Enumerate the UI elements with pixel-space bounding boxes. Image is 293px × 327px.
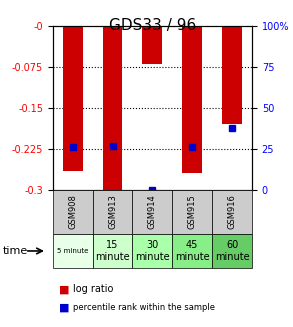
Text: GSM913: GSM913 bbox=[108, 194, 117, 229]
Text: 15
minute: 15 minute bbox=[95, 240, 130, 262]
Text: 30
minute: 30 minute bbox=[135, 240, 170, 262]
Bar bbox=[222, 26, 242, 124]
Text: GSM914: GSM914 bbox=[148, 194, 157, 229]
Text: percentile rank within the sample: percentile rank within the sample bbox=[73, 303, 215, 312]
Text: ■: ■ bbox=[59, 284, 69, 294]
Text: 60
minute: 60 minute bbox=[215, 240, 249, 262]
Bar bbox=[142, 26, 162, 64]
Text: ■: ■ bbox=[59, 302, 69, 312]
Text: GSM916: GSM916 bbox=[228, 194, 236, 229]
Text: GSM915: GSM915 bbox=[188, 194, 197, 229]
Text: log ratio: log ratio bbox=[73, 284, 114, 294]
Bar bbox=[182, 26, 202, 173]
Text: 5 minute: 5 minute bbox=[57, 248, 88, 254]
Text: 45
minute: 45 minute bbox=[175, 240, 209, 262]
Bar bbox=[103, 26, 122, 192]
Text: GSM908: GSM908 bbox=[68, 194, 77, 229]
Text: time: time bbox=[3, 246, 28, 256]
Bar bbox=[63, 26, 83, 171]
Text: GDS33 / 96: GDS33 / 96 bbox=[109, 18, 196, 33]
